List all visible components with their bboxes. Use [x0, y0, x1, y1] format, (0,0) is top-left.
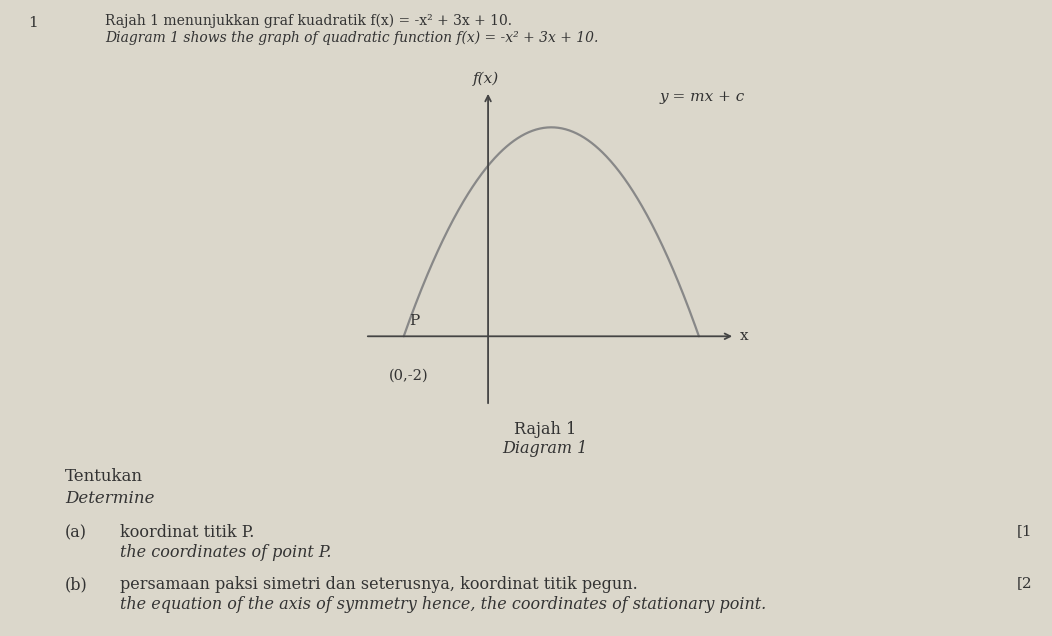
Text: Diagram 1: Diagram 1 — [503, 440, 588, 457]
Text: Tentukan: Tentukan — [65, 468, 143, 485]
Text: [2: [2 — [1016, 576, 1032, 590]
Text: koordinat titik P.: koordinat titik P. — [120, 524, 255, 541]
Text: the equation of the axis of symmetry hence, the coordinates of stationary point.: the equation of the axis of symmetry hen… — [120, 596, 766, 613]
Text: Rajah 1 menunjukkan graf kuadratik f(x) = -x² + 3x + 10.: Rajah 1 menunjukkan graf kuadratik f(x) … — [105, 14, 512, 29]
Text: (a): (a) — [65, 524, 87, 541]
Text: Diagram 1 shows the graph of quadratic function f(x) = -x² + 3x + 10.: Diagram 1 shows the graph of quadratic f… — [105, 31, 599, 45]
Text: Rajah 1: Rajah 1 — [513, 421, 576, 438]
Text: (0,-2): (0,-2) — [389, 368, 428, 382]
Text: Determine: Determine — [65, 490, 155, 507]
Text: [1: [1 — [1016, 524, 1032, 538]
Text: (b): (b) — [65, 576, 87, 593]
Text: y = mx + c: y = mx + c — [660, 90, 745, 104]
Text: f(x): f(x) — [473, 72, 500, 86]
Text: the coordinates of point P.: the coordinates of point P. — [120, 544, 331, 561]
Text: x: x — [740, 329, 749, 343]
Text: P: P — [409, 314, 419, 328]
Text: 1: 1 — [28, 16, 38, 30]
Text: persamaan paksi simetri dan seterusnya, koordinat titik pegun.: persamaan paksi simetri dan seterusnya, … — [120, 576, 638, 593]
